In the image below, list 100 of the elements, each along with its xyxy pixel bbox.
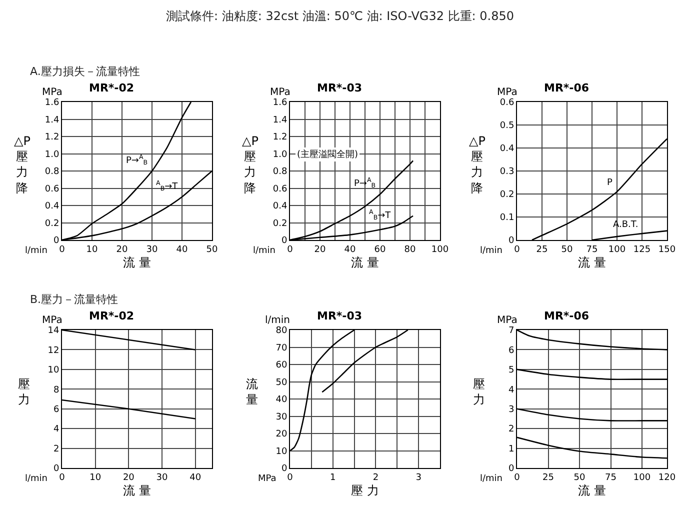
y-tick-label: 20 bbox=[276, 430, 288, 440]
y-tick-label: 1.4 bbox=[272, 115, 288, 126]
y-tick-label: 10 bbox=[48, 366, 60, 376]
y-axis-title: 壓力 bbox=[18, 377, 30, 407]
y-tick-label: 60 bbox=[276, 360, 288, 371]
chart-title: MR*-02 bbox=[89, 310, 134, 323]
x-tick-label: 40 bbox=[190, 472, 202, 483]
x-axis-title: 流 量 bbox=[351, 256, 379, 270]
x-tick-label: 20 bbox=[116, 244, 128, 255]
chart-title: MR*-02 bbox=[89, 82, 134, 95]
x-tick-label: 20 bbox=[122, 472, 135, 483]
text: l/min bbox=[265, 315, 290, 326]
x-tick-label: 30 bbox=[156, 472, 168, 483]
y-tick-label: 0.4 bbox=[272, 202, 288, 212]
y-tick-label: 3 bbox=[508, 405, 514, 416]
y-tick-label: 0 bbox=[53, 236, 60, 246]
y-tick-label: 0.3 bbox=[500, 167, 514, 178]
x-tick-label: 20 bbox=[314, 244, 326, 255]
y-axis-title: △P 壓力降 bbox=[242, 134, 258, 195]
y-tick-label: 1.2 bbox=[272, 132, 288, 143]
text: MPa bbox=[270, 87, 290, 98]
x-tick-label: 125 bbox=[633, 244, 651, 255]
y-tick-label: 8 bbox=[53, 385, 60, 396]
y-tick-label: 1.6 bbox=[272, 98, 288, 108]
y-tick-label: 0.1 bbox=[500, 213, 514, 224]
text: l/min bbox=[25, 246, 48, 256]
chart-subtitle: A.壓力損失－流量特性 bbox=[30, 64, 140, 79]
y-tick-label: 30 bbox=[276, 412, 288, 422]
x-tick-label: 3 bbox=[416, 472, 422, 483]
y-tick-label: 0.6 bbox=[272, 184, 288, 194]
x-tick-label: 25 bbox=[542, 472, 554, 483]
y-tick-label: 10 bbox=[276, 446, 288, 457]
y-axis-title: 壓力 bbox=[473, 377, 485, 407]
y-tick-label: 0.6 bbox=[44, 184, 60, 194]
x-tick-label: 50 bbox=[206, 244, 218, 255]
x-axis-title: 流 量 bbox=[578, 256, 606, 270]
y-axis-title: △P 壓力降 bbox=[469, 134, 486, 195]
chart-title: MR*-06 bbox=[544, 82, 590, 95]
y-tick-label: 1.0 bbox=[44, 150, 60, 160]
x-tick-label: 10 bbox=[86, 244, 98, 255]
x-tick-label: 2 bbox=[372, 472, 379, 483]
x-tick-label: 100 bbox=[431, 244, 449, 255]
x-tick-label: 25 bbox=[536, 244, 548, 255]
y-tick-label: 0.4 bbox=[500, 144, 514, 154]
y-tick-label: 14 bbox=[48, 326, 60, 336]
text: MPa bbox=[497, 315, 518, 326]
y-tick-label: 0.5 bbox=[500, 121, 514, 132]
text: l/min bbox=[25, 474, 48, 484]
x-tick-label: 120 bbox=[658, 472, 676, 483]
y-axis-title: 流量 bbox=[246, 377, 258, 407]
x-tick-label: 75 bbox=[586, 244, 598, 255]
y-tick-label: 0.6 bbox=[500, 98, 514, 108]
y-tick-label: 70 bbox=[276, 343, 288, 354]
text: MPa bbox=[42, 315, 62, 326]
y-tick-label: 1.4 bbox=[44, 115, 60, 126]
y-tick-label: 6 bbox=[508, 346, 514, 356]
chart-title: MR*-03 bbox=[317, 82, 362, 95]
y-tick-label: 4 bbox=[508, 385, 514, 396]
chart-subtitle: B.壓力－流量特性 bbox=[30, 292, 118, 307]
y-tick-label: 50 bbox=[276, 378, 288, 388]
y-tick-label: 80 bbox=[276, 326, 288, 336]
y-tick-label: 0.4 bbox=[44, 202, 60, 212]
text: l/min bbox=[253, 246, 276, 256]
y-tick-label: 1.2 bbox=[44, 132, 60, 143]
x-tick-label: 10 bbox=[90, 472, 102, 483]
x-tick-label: 100 bbox=[633, 472, 651, 483]
x-axis-title: 壓 力 bbox=[351, 484, 379, 498]
y-tick-label: 2 bbox=[53, 444, 60, 454]
x-axis-title: 流 量 bbox=[123, 484, 151, 498]
y-tick-label: 0 bbox=[508, 236, 514, 246]
y-tick-label: 0.8 bbox=[44, 167, 60, 178]
chart-title: MR*-06 bbox=[544, 310, 590, 323]
y-tick-label: 0 bbox=[53, 464, 60, 474]
y-tick-label: 0 bbox=[281, 236, 288, 246]
series-label: P bbox=[607, 178, 613, 188]
y-tick-label: 1.0 bbox=[272, 150, 288, 160]
y-tick-label: 40 bbox=[276, 395, 288, 406]
y-tick-label: 2 bbox=[508, 424, 514, 435]
text: MPa bbox=[258, 474, 276, 484]
text: l/min bbox=[480, 474, 503, 484]
y-tick-label: 1.6 bbox=[44, 98, 60, 108]
y-tick-label: 12 bbox=[48, 346, 60, 356]
y-tick-label: 6 bbox=[53, 405, 60, 416]
x-axis-title: 流 量 bbox=[578, 484, 606, 498]
y-tick-label: 0.2 bbox=[44, 218, 60, 229]
y-tick-label: 0 bbox=[508, 464, 514, 474]
text: 測試條件: 油粘度: 32cst 油溫: 50℃ 油: ISO-VG32 比重: 0.850 bbox=[166, 8, 514, 25]
x-tick-label: 1 bbox=[330, 472, 336, 483]
text: MPa bbox=[497, 87, 518, 98]
x-tick-label: 50 bbox=[561, 244, 573, 255]
x-tick-label: 100 bbox=[608, 244, 626, 255]
x-tick-label: 150 bbox=[658, 244, 676, 255]
y-tick-label: 0.2 bbox=[500, 190, 514, 200]
x-tick-label: 40 bbox=[176, 244, 188, 255]
x-axis-title: 流 量 bbox=[123, 256, 151, 270]
chart-title: MR*-03 bbox=[317, 310, 362, 323]
y-tick-label: 0.8 bbox=[272, 167, 288, 178]
y-tick-label: 0.2 bbox=[272, 218, 288, 229]
x-tick-label: 80 bbox=[404, 244, 416, 255]
y-tick-label: 0 bbox=[281, 464, 288, 474]
